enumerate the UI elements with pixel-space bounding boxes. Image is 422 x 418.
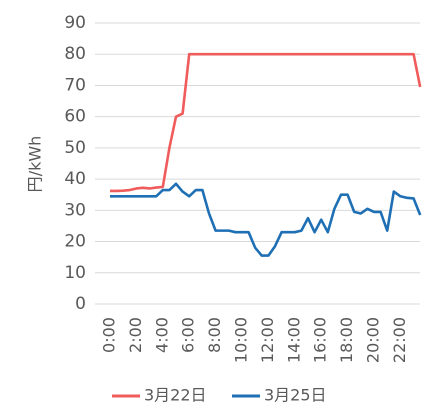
line-series <box>110 182 422 257</box>
x-tick-label: 16:00 <box>311 317 330 363</box>
x-tick-label: 18:00 <box>337 317 356 363</box>
y-tick-label: 50 <box>64 138 86 158</box>
x-tick-label: 20:00 <box>364 317 383 363</box>
y-tick-label: 40 <box>64 169 86 189</box>
x-tick-label: 10:00 <box>232 317 251 363</box>
y-tick-label: 90 <box>64 13 86 33</box>
x-tick-label: 14:00 <box>284 317 303 363</box>
x-tick-label: 4:00 <box>152 317 171 353</box>
y-axis-label: 円/kWh <box>26 136 45 193</box>
legend-label: 3月25日 <box>264 386 327 405</box>
x-tick-label: 22:00 <box>390 317 409 363</box>
y-tick-label: 20 <box>64 232 86 252</box>
legend-label: 3月22日 <box>144 386 207 405</box>
x-tick-label: 0:00 <box>100 317 119 353</box>
y-tick-label: 80 <box>64 44 86 64</box>
y-tick-label: 30 <box>64 200 86 220</box>
x-tick-label: 6:00 <box>179 317 198 353</box>
y-tick-label: 70 <box>64 75 86 95</box>
y-tick-label: 0 <box>75 294 86 314</box>
line-series <box>110 52 422 193</box>
y-tick-label: 10 <box>64 263 86 283</box>
x-tick-label: 8:00 <box>205 317 224 353</box>
y-tick-label: 60 <box>64 107 86 127</box>
x-tick-label: 12:00 <box>258 317 277 363</box>
x-tick-label: 2:00 <box>126 317 145 353</box>
